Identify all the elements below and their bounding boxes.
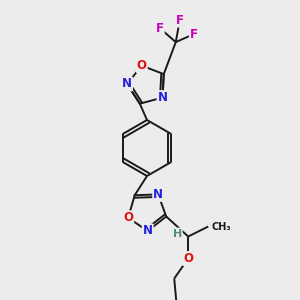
Text: O: O bbox=[137, 59, 147, 72]
Text: O: O bbox=[123, 211, 133, 224]
Text: F: F bbox=[156, 22, 164, 34]
Text: N: N bbox=[158, 91, 167, 104]
Text: CH₃: CH₃ bbox=[211, 221, 231, 232]
Text: N: N bbox=[122, 77, 132, 91]
Text: N: N bbox=[143, 224, 153, 238]
Text: O: O bbox=[183, 252, 193, 265]
Text: F: F bbox=[190, 28, 198, 40]
Text: F: F bbox=[176, 14, 184, 27]
Text: N: N bbox=[153, 188, 163, 201]
Text: H: H bbox=[172, 229, 182, 238]
